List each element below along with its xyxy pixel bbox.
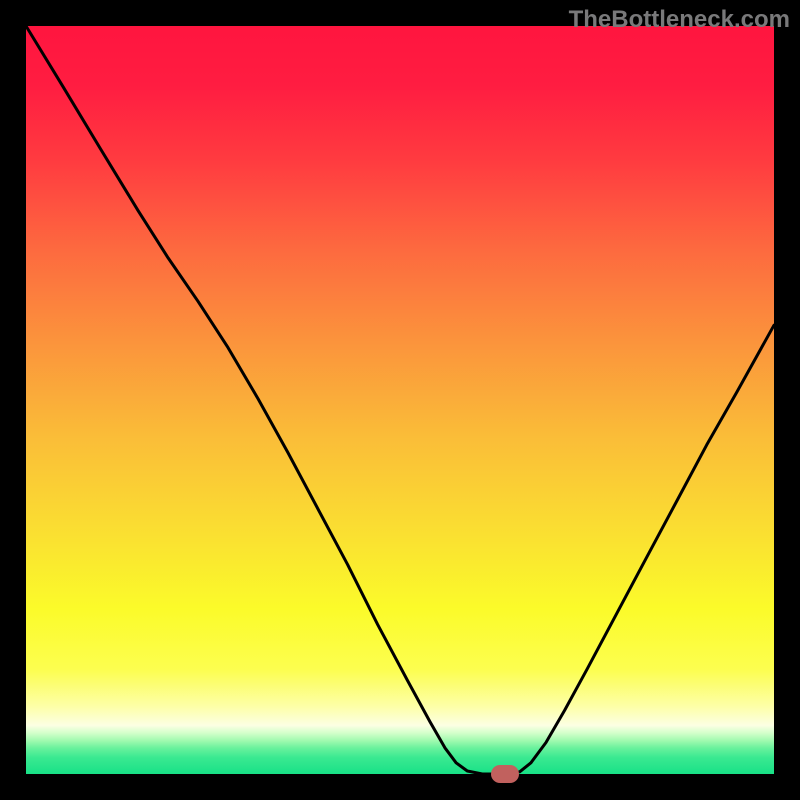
curve-path <box>26 26 774 774</box>
watermark-label: TheBottleneck.com <box>569 6 790 34</box>
bottleneck-curve <box>0 0 800 800</box>
optimum-marker <box>491 765 519 783</box>
chart-container: TheBottleneck.com <box>0 0 800 800</box>
